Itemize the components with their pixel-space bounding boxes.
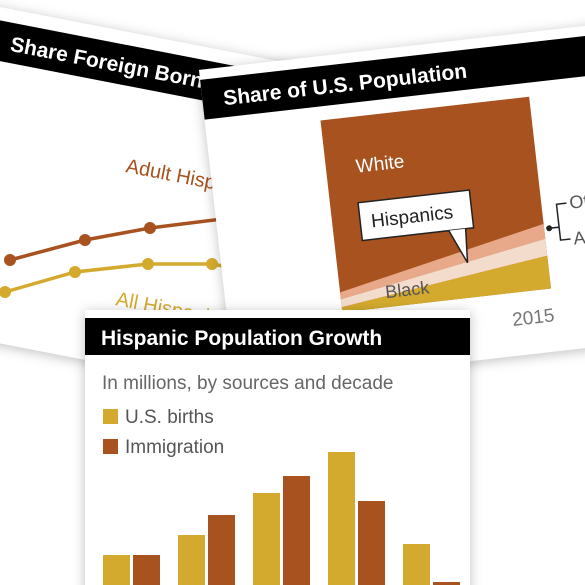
area-label: Other <box>568 188 585 213</box>
bar <box>208 515 235 585</box>
leader-dot <box>546 225 553 232</box>
card-growth: Hispanic Population Growth In millions, … <box>85 310 470 585</box>
legend-label: U.S. births <box>125 407 214 428</box>
bar <box>403 544 430 585</box>
bar <box>253 493 280 585</box>
bar <box>103 555 130 585</box>
x-tick-label: 2015 <box>511 305 555 331</box>
area-hispanic <box>340 238 548 308</box>
bar <box>358 501 385 585</box>
bar <box>133 555 160 585</box>
legend-swatch <box>103 439 118 454</box>
title-bar <box>85 318 470 355</box>
area-label: Asian <box>572 224 585 249</box>
bar <box>328 452 355 585</box>
title-bar <box>200 32 585 120</box>
callout <box>357 189 475 242</box>
chart-subtitle: In millions, by sources and decade <box>102 373 394 394</box>
area-other <box>340 223 546 300</box>
legend-label: Immigration <box>125 437 224 458</box>
area-black <box>341 255 551 313</box>
legend-swatch <box>103 409 118 424</box>
bar <box>178 535 205 585</box>
bar <box>433 582 460 585</box>
bar <box>283 476 310 585</box>
card-population-share: Share of U.S. Population White Hispanics… <box>198 22 585 388</box>
leader <box>549 202 571 241</box>
chart-title: Hispanic Population Growth <box>101 327 382 350</box>
callout-tail <box>448 228 469 264</box>
